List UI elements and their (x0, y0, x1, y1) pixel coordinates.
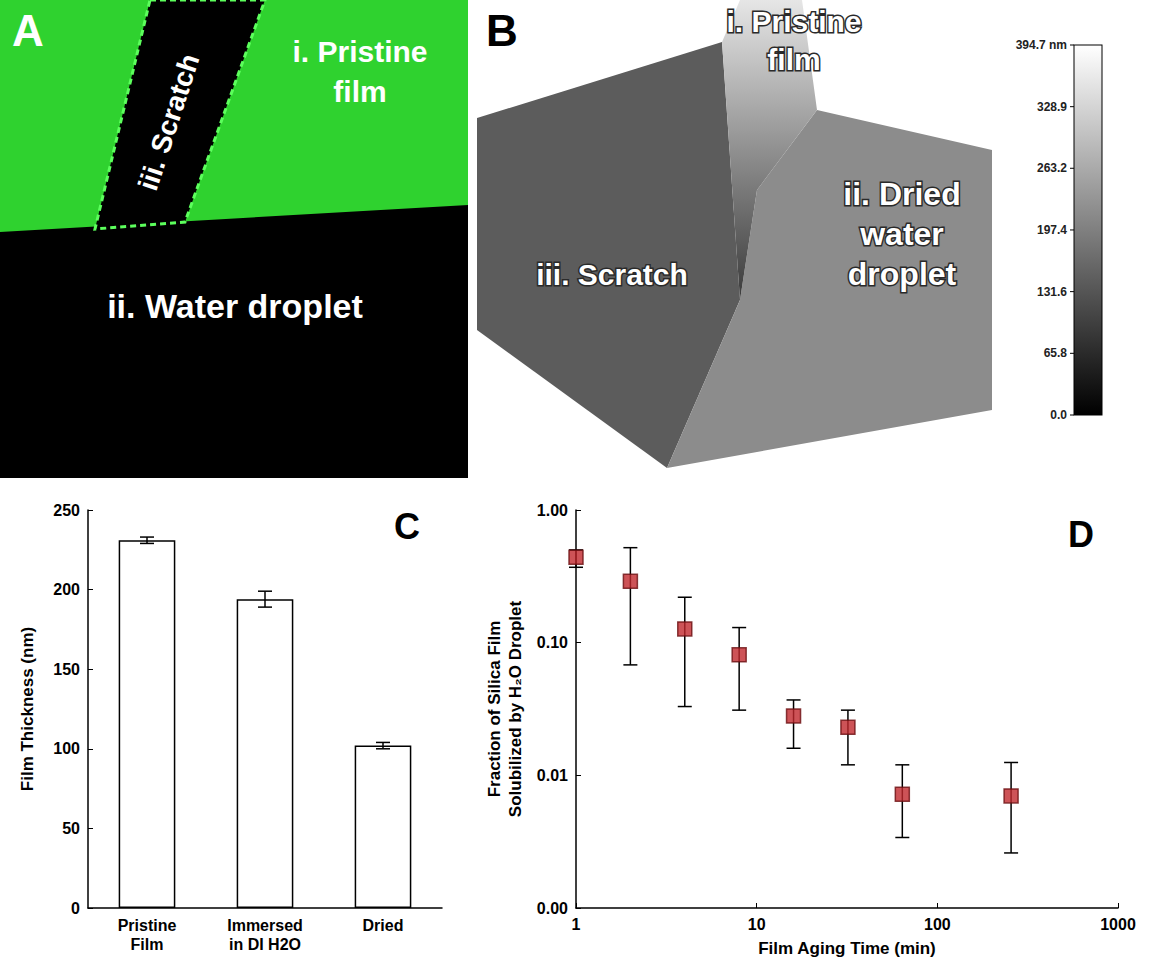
svg-text:1000: 1000 (1100, 916, 1136, 933)
svg-text:100: 100 (53, 740, 80, 757)
svg-text:394.7 nm: 394.7 nm (1016, 38, 1067, 52)
svg-text:ii. Water droplet: ii. Water droplet (107, 287, 363, 325)
svg-text:ii. Driedwaterdroplet: ii. Driedwaterdroplet (843, 176, 960, 292)
svg-text:263.2: 263.2 (1037, 161, 1067, 175)
svg-text:Film: Film (131, 936, 164, 953)
svg-text:1.00: 1.00 (537, 502, 568, 519)
svg-text:65.8: 65.8 (1044, 346, 1068, 360)
svg-text:i. Pristinefilm: i. Pristinefilm (292, 35, 427, 108)
svg-text:150: 150 (53, 661, 80, 678)
svg-text:0: 0 (71, 900, 80, 917)
svg-text:Fraction of Silica Film: Fraction of Silica Film (485, 621, 504, 798)
svg-text:B: B (486, 6, 518, 55)
svg-text:250: 250 (53, 502, 80, 519)
svg-text:C: C (394, 506, 420, 547)
svg-text:Dried: Dried (363, 917, 404, 934)
svg-text:iii. Scratch: iii. Scratch (132, 50, 205, 194)
svg-text:10: 10 (748, 916, 766, 933)
svg-text:A: A (12, 6, 44, 55)
svg-text:0.01: 0.01 (537, 767, 568, 784)
svg-text:D: D (1068, 514, 1094, 555)
svg-text:Pristine: Pristine (118, 917, 177, 934)
svg-text:0.0: 0.0 (1050, 408, 1067, 422)
svg-text:i. Pristinefilm: i. Pristinefilm (726, 5, 861, 76)
svg-text:0.10: 0.10 (537, 634, 568, 651)
svg-text:Film Aging Time (min): Film Aging Time (min) (758, 939, 936, 958)
svg-text:Film Thickness (nm): Film Thickness (nm) (18, 627, 37, 791)
svg-text:100: 100 (924, 916, 951, 933)
svg-text:328.9: 328.9 (1037, 100, 1067, 114)
svg-text:in DI H2O: in DI H2O (229, 936, 301, 953)
svg-text:131.6: 131.6 (1037, 285, 1067, 299)
svg-text:Immersed: Immersed (227, 917, 303, 934)
svg-text:1: 1 (572, 916, 581, 933)
svg-text:iii. Scratch: iii. Scratch (536, 258, 688, 291)
svg-text:Solubilized by H₂O Droplet: Solubilized by H₂O Droplet (506, 601, 525, 818)
svg-text:50: 50 (62, 820, 80, 837)
svg-text:0.00: 0.00 (537, 900, 568, 917)
svg-text:200: 200 (53, 581, 80, 598)
svg-text:197.4: 197.4 (1037, 223, 1067, 237)
